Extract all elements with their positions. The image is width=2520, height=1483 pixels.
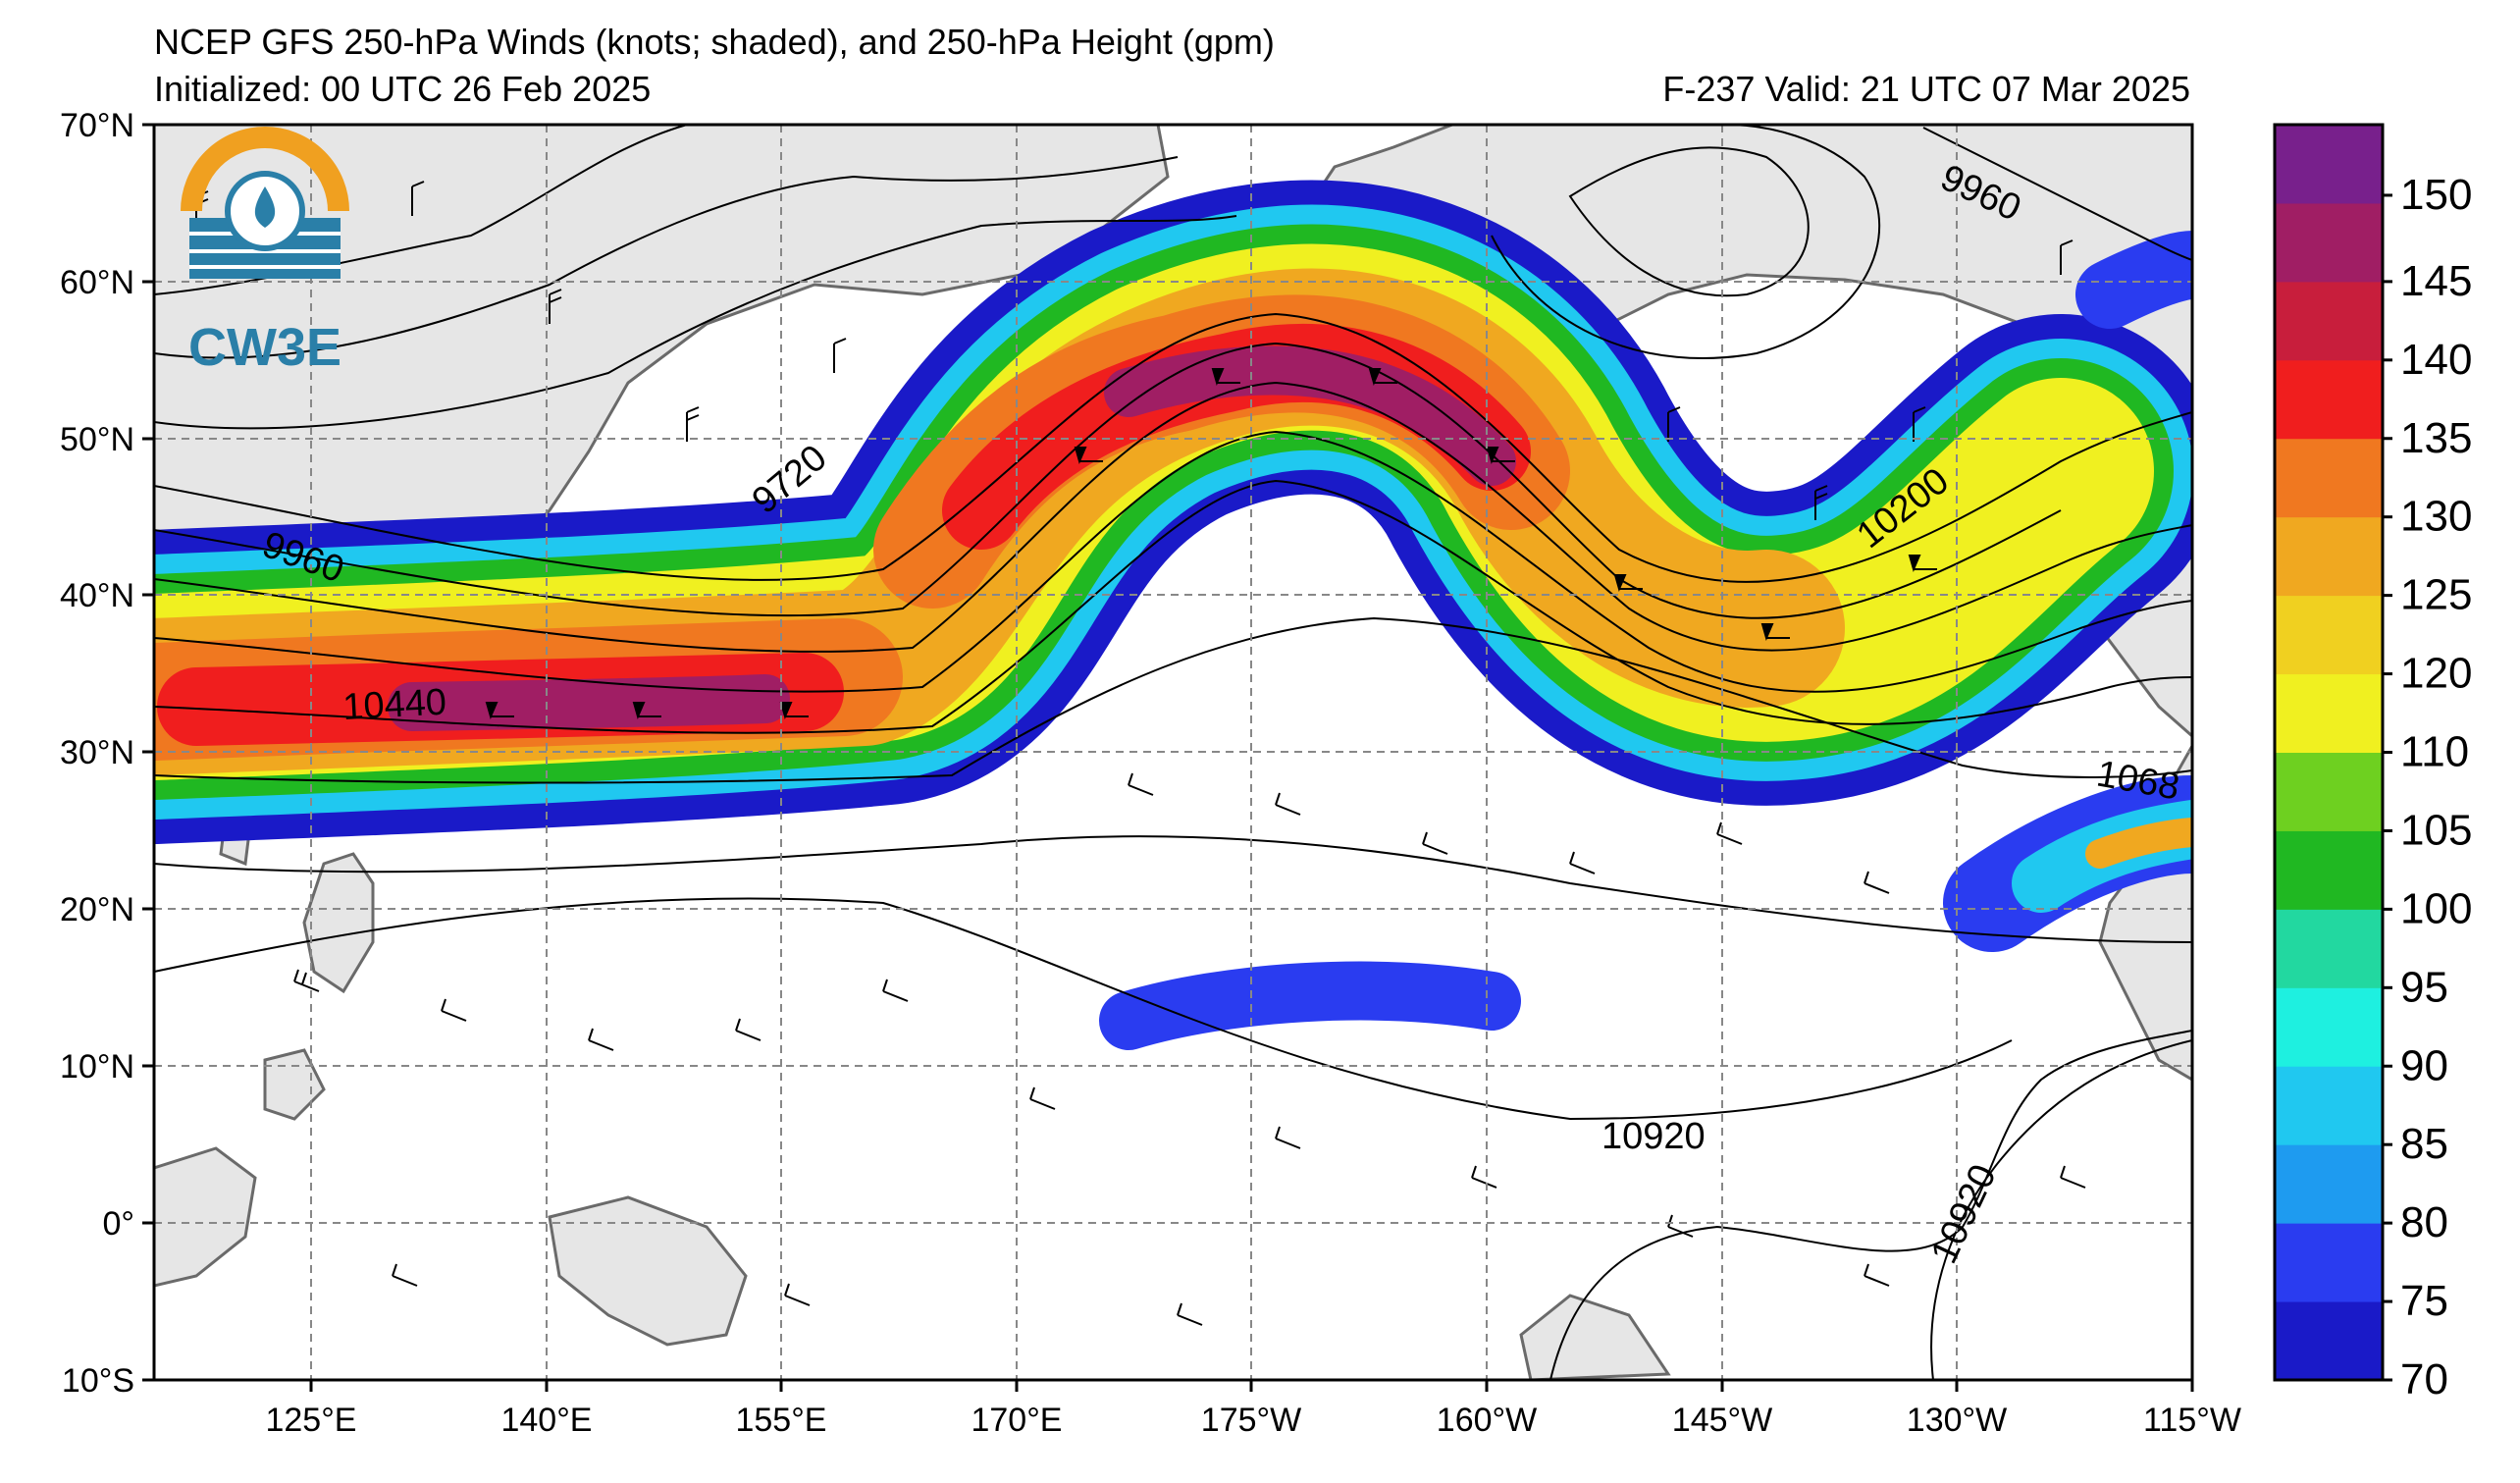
colorbar: 150 145 140 135 130 125 120 110 105 100 95 90 85 80 75… — [2273, 123, 2472, 1404]
colorbar-swatch — [2275, 830, 2383, 910]
axis-ticks — [142, 123, 2194, 1392]
lat-label: 50°N — [60, 421, 134, 458]
lon-label: 145°W — [1672, 1402, 1772, 1439]
logo-text: CW3E — [188, 318, 341, 377]
contour-label-10920-center: 10920 — [1601, 1116, 1706, 1157]
colorbar-swatch — [2275, 281, 2383, 361]
lat-label: 60°N — [60, 264, 134, 301]
height-contours — [154, 125, 2192, 1380]
colorbar-tick-label: 90 — [2400, 1041, 2448, 1089]
sun-arc-icon — [181, 127, 349, 212]
lon-label: 160°W — [1437, 1402, 1537, 1439]
lat-label: 10°S — [62, 1362, 134, 1400]
colorbar-swatch — [2275, 752, 2383, 831]
lon-label: 115°W — [2143, 1402, 2241, 1439]
colorbar-tick-label: 105 — [2400, 806, 2472, 854]
colorbar-swatch — [2275, 359, 2383, 440]
colorbar-tick-label: 80 — [2400, 1198, 2448, 1246]
colorbar-swatch — [2275, 909, 2383, 988]
colorbar-tick-label: 130 — [2400, 493, 2472, 541]
lon-label: 170°E — [971, 1402, 1062, 1439]
colorbar-swatch — [2275, 1144, 2383, 1224]
lon-label: 175°W — [1201, 1402, 1301, 1439]
colorbar-swatch — [2275, 1066, 2383, 1145]
lat-label: 30°N — [60, 734, 134, 771]
wind-barbs — [195, 181, 2086, 1326]
colorbar-tick-label: 140 — [2400, 336, 2472, 384]
colorbar-tick-label: 135 — [2400, 414, 2472, 462]
cw3e-logo: CW3E — [181, 127, 349, 377]
lon-label: 140°E — [500, 1402, 592, 1439]
colorbar-tick-label: 120 — [2400, 650, 2472, 698]
colorbar-tick-label: 125 — [2400, 571, 2472, 619]
colorbar-tick-label: 85 — [2400, 1120, 2448, 1168]
map-title: NCEP GFS 250-hPa Winds (knots; shaded), … — [154, 22, 1275, 62]
colorbar-tick-label: 100 — [2400, 884, 2472, 932]
lon-label: 155°E — [735, 1402, 826, 1439]
contour-label-10440: 10440 — [341, 682, 447, 728]
init-time-label: Initialized: 00 UTC 26 Feb 2025 — [154, 69, 652, 109]
valid-time-label: F-237 Valid: 21 UTC 07 Mar 2025 — [1662, 69, 2190, 109]
lat-label: 20°N — [60, 891, 134, 928]
lat-label: 10°N — [60, 1048, 134, 1086]
colorbar-tick-label: 150 — [2400, 171, 2472, 219]
lat-label: 40°N — [60, 577, 134, 614]
colorbar-swatch — [2275, 125, 2383, 204]
colorbar-tick-label: 70 — [2400, 1355, 2448, 1404]
colorbar-swatch — [2275, 438, 2383, 518]
lon-label: 130°W — [1907, 1402, 2007, 1439]
lon-label: 125°E — [265, 1402, 356, 1439]
colorbar-swatch — [2275, 595, 2383, 675]
colorbar-tick-label: 95 — [2400, 963, 2448, 1011]
wind-shading — [154, 180, 2192, 1050]
gridlines — [154, 125, 2192, 1380]
lat-label: 0° — [102, 1205, 134, 1243]
colorbar-tick-label: 110 — [2400, 728, 2469, 776]
colorbar-swatch — [2275, 987, 2383, 1067]
latitude-labels: 70°N 60°N 50°N 40°N 30°N 20°N 10°N 0° 10… — [60, 107, 134, 1400]
colorbar-swatch — [2275, 516, 2383, 597]
colorbar-swatch — [2275, 1223, 2383, 1302]
colorbar-swatch — [2275, 1301, 2383, 1381]
colorbar-tick-label: 75 — [2400, 1277, 2448, 1325]
colorbar-swatch — [2275, 202, 2383, 283]
lat-label: 70°N — [60, 107, 134, 144]
colorbar-tick-label: 145 — [2400, 257, 2472, 305]
longitude-labels: 125°E 140°E 155°E 170°E 175°W 160°W 145°… — [265, 1402, 2240, 1439]
colorbar-swatch — [2275, 673, 2383, 753]
